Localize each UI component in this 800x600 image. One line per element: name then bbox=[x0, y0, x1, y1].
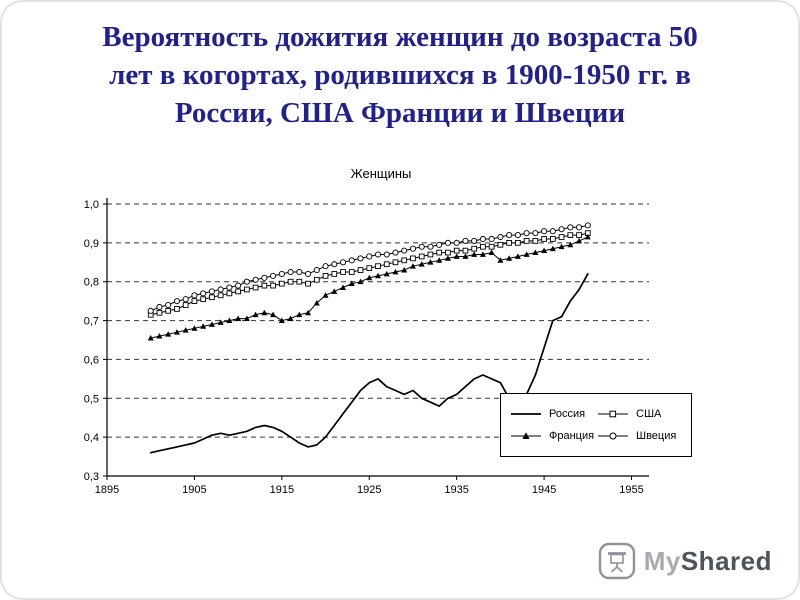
logo-shared: Shared bbox=[680, 545, 772, 576]
legend-label-sweden: Швеция bbox=[636, 430, 677, 442]
svg-text:1895: 1895 bbox=[95, 484, 119, 496]
legend-label-russia: Россия bbox=[549, 408, 586, 420]
solid-line-icon bbox=[511, 413, 541, 415]
legend-label-france: Франция bbox=[549, 430, 595, 442]
chart: Женщины 0,3 0,4 0,5 0,6 0,7 0,8 0,9 1,0 1895 1905… bbox=[57, 166, 692, 526]
legend-label-usa: США bbox=[636, 408, 662, 420]
svg-text:1915: 1915 bbox=[270, 484, 294, 496]
svg-text:1925: 1925 bbox=[357, 484, 381, 496]
svg-text:1945: 1945 bbox=[532, 484, 556, 496]
open-square-marker-icon bbox=[598, 410, 628, 418]
title-line-2: лет в когортах, родившихся в 1900-1950 г… bbox=[109, 59, 691, 91]
title-line-1: Вероятность дожития женщин до возраста 5… bbox=[102, 21, 698, 53]
svg-text:0,6: 0,6 bbox=[84, 354, 99, 366]
svg-text:1905: 1905 bbox=[182, 484, 206, 496]
projector-screen-icon bbox=[598, 542, 635, 580]
open-circle-marker-icon bbox=[598, 432, 628, 440]
logo-text: MyShared bbox=[644, 546, 772, 577]
legend-item-usa: США bbox=[596, 408, 683, 420]
svg-text:1955: 1955 bbox=[619, 484, 643, 496]
legend-item-france: Франция bbox=[509, 430, 596, 442]
myshared-logo[interactable]: MyShared bbox=[598, 542, 772, 580]
page-title: Вероятность дожития женщин до возраста 5… bbox=[42, 18, 758, 132]
svg-text:0,3: 0,3 bbox=[84, 471, 99, 483]
svg-text:0,8: 0,8 bbox=[84, 277, 99, 289]
svg-text:0,7: 0,7 bbox=[84, 316, 99, 328]
logo-my: My bbox=[643, 545, 681, 576]
legend-item-sweden: Швеция bbox=[596, 430, 683, 442]
chart-legend: Россия США Франция bbox=[500, 393, 692, 457]
filled-triangle-marker-icon bbox=[511, 432, 541, 439]
svg-text:0,4: 0,4 bbox=[84, 432, 99, 444]
svg-text:0,9: 0,9 bbox=[84, 238, 99, 250]
title-line-3: России, США Франции и Швеции bbox=[174, 97, 626, 129]
chart-title: Женщины bbox=[350, 166, 412, 181]
svg-text:0,5: 0,5 bbox=[84, 393, 99, 405]
chart-canvas: 0,3 0,4 0,5 0,6 0,7 0,8 0,9 1,0 1895 1905 1915 1925… bbox=[84, 198, 649, 496]
svg-text:1935: 1935 bbox=[444, 484, 468, 496]
svg-text:1,0: 1,0 bbox=[84, 199, 99, 211]
legend-item-russia: Россия bbox=[509, 408, 596, 420]
